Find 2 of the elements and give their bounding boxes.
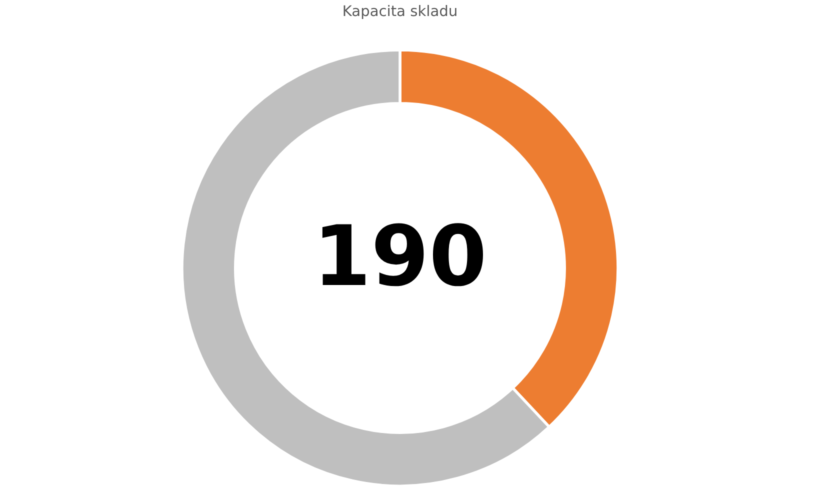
text: 190 bbox=[322, 223, 483, 286]
chart-title: Kapacita skladu bbox=[344, 4, 456, 20]
